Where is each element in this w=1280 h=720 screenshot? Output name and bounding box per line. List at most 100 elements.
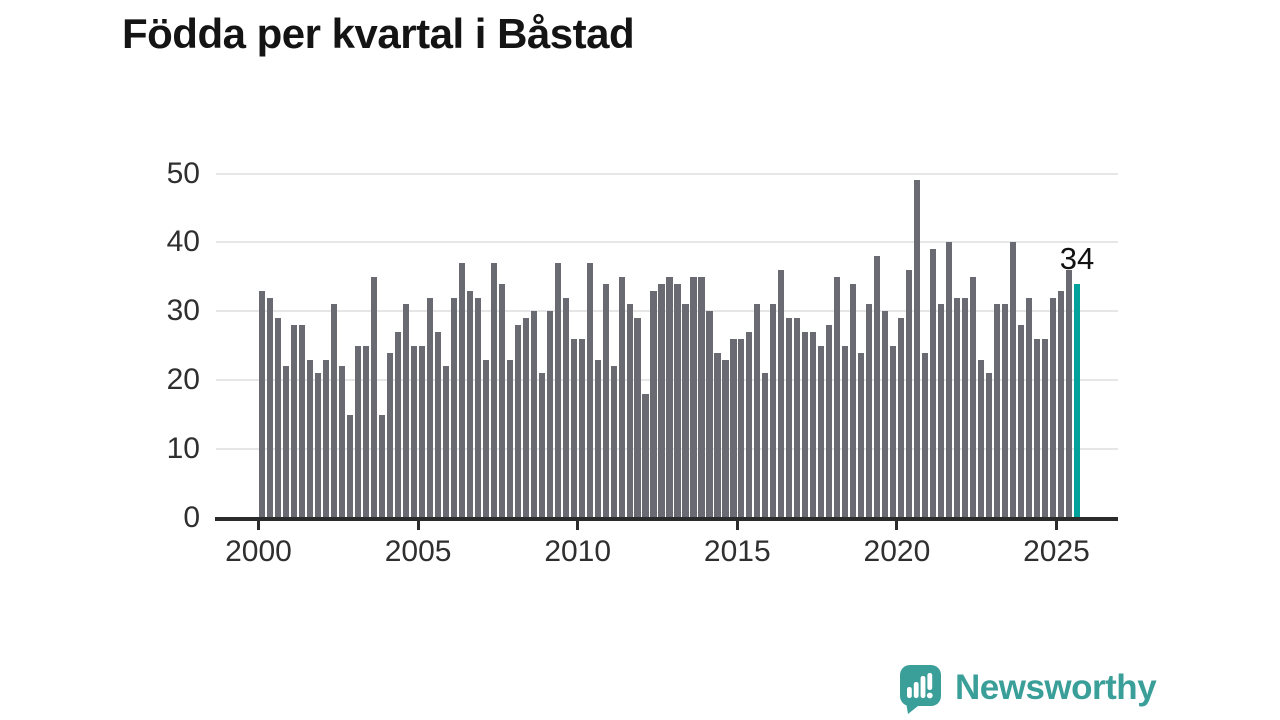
bar-2000-q4: [283, 366, 290, 518]
bar-2000-q3: [275, 318, 282, 518]
bar-2022-q2: [969, 276, 977, 518]
bar-2006-q1: [450, 297, 458, 518]
bar-2006-q4: [474, 297, 481, 518]
bar-2015-q3: [754, 304, 761, 518]
bar-2020-q1: [898, 318, 905, 518]
bar-2014-q2: [714, 352, 721, 518]
bar-2013-q1: [674, 283, 681, 518]
bar-2001-q3: [307, 359, 314, 518]
bar-2021-q1: [929, 249, 937, 518]
bar-2012-q1: [642, 393, 649, 518]
bar-2025-q1: [1057, 290, 1064, 518]
bar-2007-q3: [498, 283, 505, 518]
bar-2009-q1: [546, 311, 553, 518]
y-axis-tick-label: 30: [166, 294, 200, 328]
bar-2002-q4: [347, 414, 354, 518]
gridline-y-40: [216, 241, 1118, 244]
x-axis-tick-2010: [576, 520, 580, 530]
bar-2023-q3: [1009, 242, 1016, 518]
bar-2011-q1: [610, 366, 617, 518]
bar-2019-q4: [890, 345, 897, 518]
bar-2010-q4: [602, 283, 609, 518]
bar-2017-q1: [802, 331, 809, 518]
bar-2014-q4: [730, 338, 737, 518]
bar-2015-q2: [746, 331, 753, 518]
bar-2006-q3: [466, 290, 473, 518]
bar-2018-q4: [858, 352, 865, 518]
bar-2005-q1: [418, 345, 426, 518]
x-axis-year-label-2015: 2015: [703, 535, 771, 568]
bar-2004-q3: [402, 304, 410, 518]
bar-2003-q4: [378, 414, 386, 518]
bar-2004-q1: [386, 352, 394, 518]
bar-2021-q4: [953, 297, 961, 518]
bar-2018-q2: [842, 345, 849, 518]
bar-2008-q2: [522, 318, 529, 518]
bar-2002-q1: [323, 359, 330, 518]
bar-2012-q4: [666, 276, 673, 518]
bar-2009-q3: [562, 297, 569, 518]
bar-2015-q1: [738, 338, 745, 518]
bar-2020-q2: [905, 269, 913, 518]
bar-2020-q4: [921, 352, 929, 518]
bar-2024-q3: [1041, 338, 1048, 518]
bar-2024-q1: [1025, 297, 1032, 518]
gridline-y-50: [216, 172, 1118, 175]
bar-2001-q2: [299, 325, 306, 518]
last-bar-value-label: 34: [1059, 241, 1095, 276]
bar-2020-q3: [913, 180, 921, 518]
newsworthy-logo-icon: [900, 665, 941, 714]
bar-2024-q2: [1033, 338, 1040, 518]
bar-2022-q3: [977, 359, 985, 518]
bar-2003-q1: [355, 345, 362, 518]
bar-2008-q3: [530, 311, 537, 518]
bar-2023-q1: [993, 304, 1000, 518]
bar-2023-q4: [1017, 325, 1024, 518]
x-axis-line: [215, 517, 1118, 521]
bar-2000-q2: [267, 297, 274, 518]
x-axis-year-label-2005: 2005: [384, 535, 452, 568]
x-axis-year-label-2020: 2020: [863, 535, 931, 568]
bar-2016-q2: [778, 269, 785, 518]
bar-2009-q4: [570, 338, 577, 518]
bar-2007-q2: [490, 263, 497, 518]
bar-2017-q2: [810, 331, 817, 518]
bar-2000-q1: [259, 290, 266, 518]
bar-2012-q3: [658, 283, 665, 518]
bar-2003-q3: [370, 276, 378, 518]
bar-2021-q3: [945, 242, 953, 518]
x-axis-year-label-2010: 2010: [544, 535, 612, 568]
x-axis-year-label-2025: 2025: [1023, 535, 1090, 568]
bar-2003-q2: [363, 345, 370, 518]
x-axis-tick-2015: [735, 520, 739, 530]
bar-2019-q1: [866, 304, 873, 518]
newsworthy-logo: Newsworthy: [899, 665, 1157, 714]
x-axis-tick-2000: [257, 520, 260, 530]
x-axis-tick-2025: [1055, 520, 1058, 530]
bar-2005-q4: [442, 366, 450, 518]
bar-2014-q3: [722, 359, 729, 518]
bar-2016-q4: [794, 318, 801, 518]
bar-2011-q3: [626, 304, 633, 518]
bar-2002-q3: [339, 366, 346, 518]
bar-2004-q2: [394, 331, 402, 518]
bar-2008-q4: [538, 373, 545, 518]
bar-2024-q4: [1049, 297, 1056, 518]
bar-2006-q2: [458, 263, 465, 518]
chart-title: Födda per kvartal i Båstad: [122, 10, 635, 57]
bar-2012-q2: [650, 290, 657, 518]
x-axis-tick-2020: [895, 520, 899, 530]
bar-2013-q4: [698, 276, 705, 518]
bar-2022-q1: [961, 297, 969, 518]
bar-2013-q3: [690, 276, 697, 518]
bar-2005-q3: [434, 331, 442, 518]
y-axis-tick-label: 0: [183, 501, 200, 534]
bar-2011-q4: [634, 318, 641, 518]
bar-2007-q1: [482, 359, 489, 518]
bar-2016-q3: [786, 318, 793, 518]
bar-2023-q2: [1001, 304, 1008, 518]
y-axis-tick-label: 20: [166, 363, 200, 397]
y-axis-tick-label: 10: [166, 432, 200, 466]
bar-2011-q2: [618, 276, 625, 518]
